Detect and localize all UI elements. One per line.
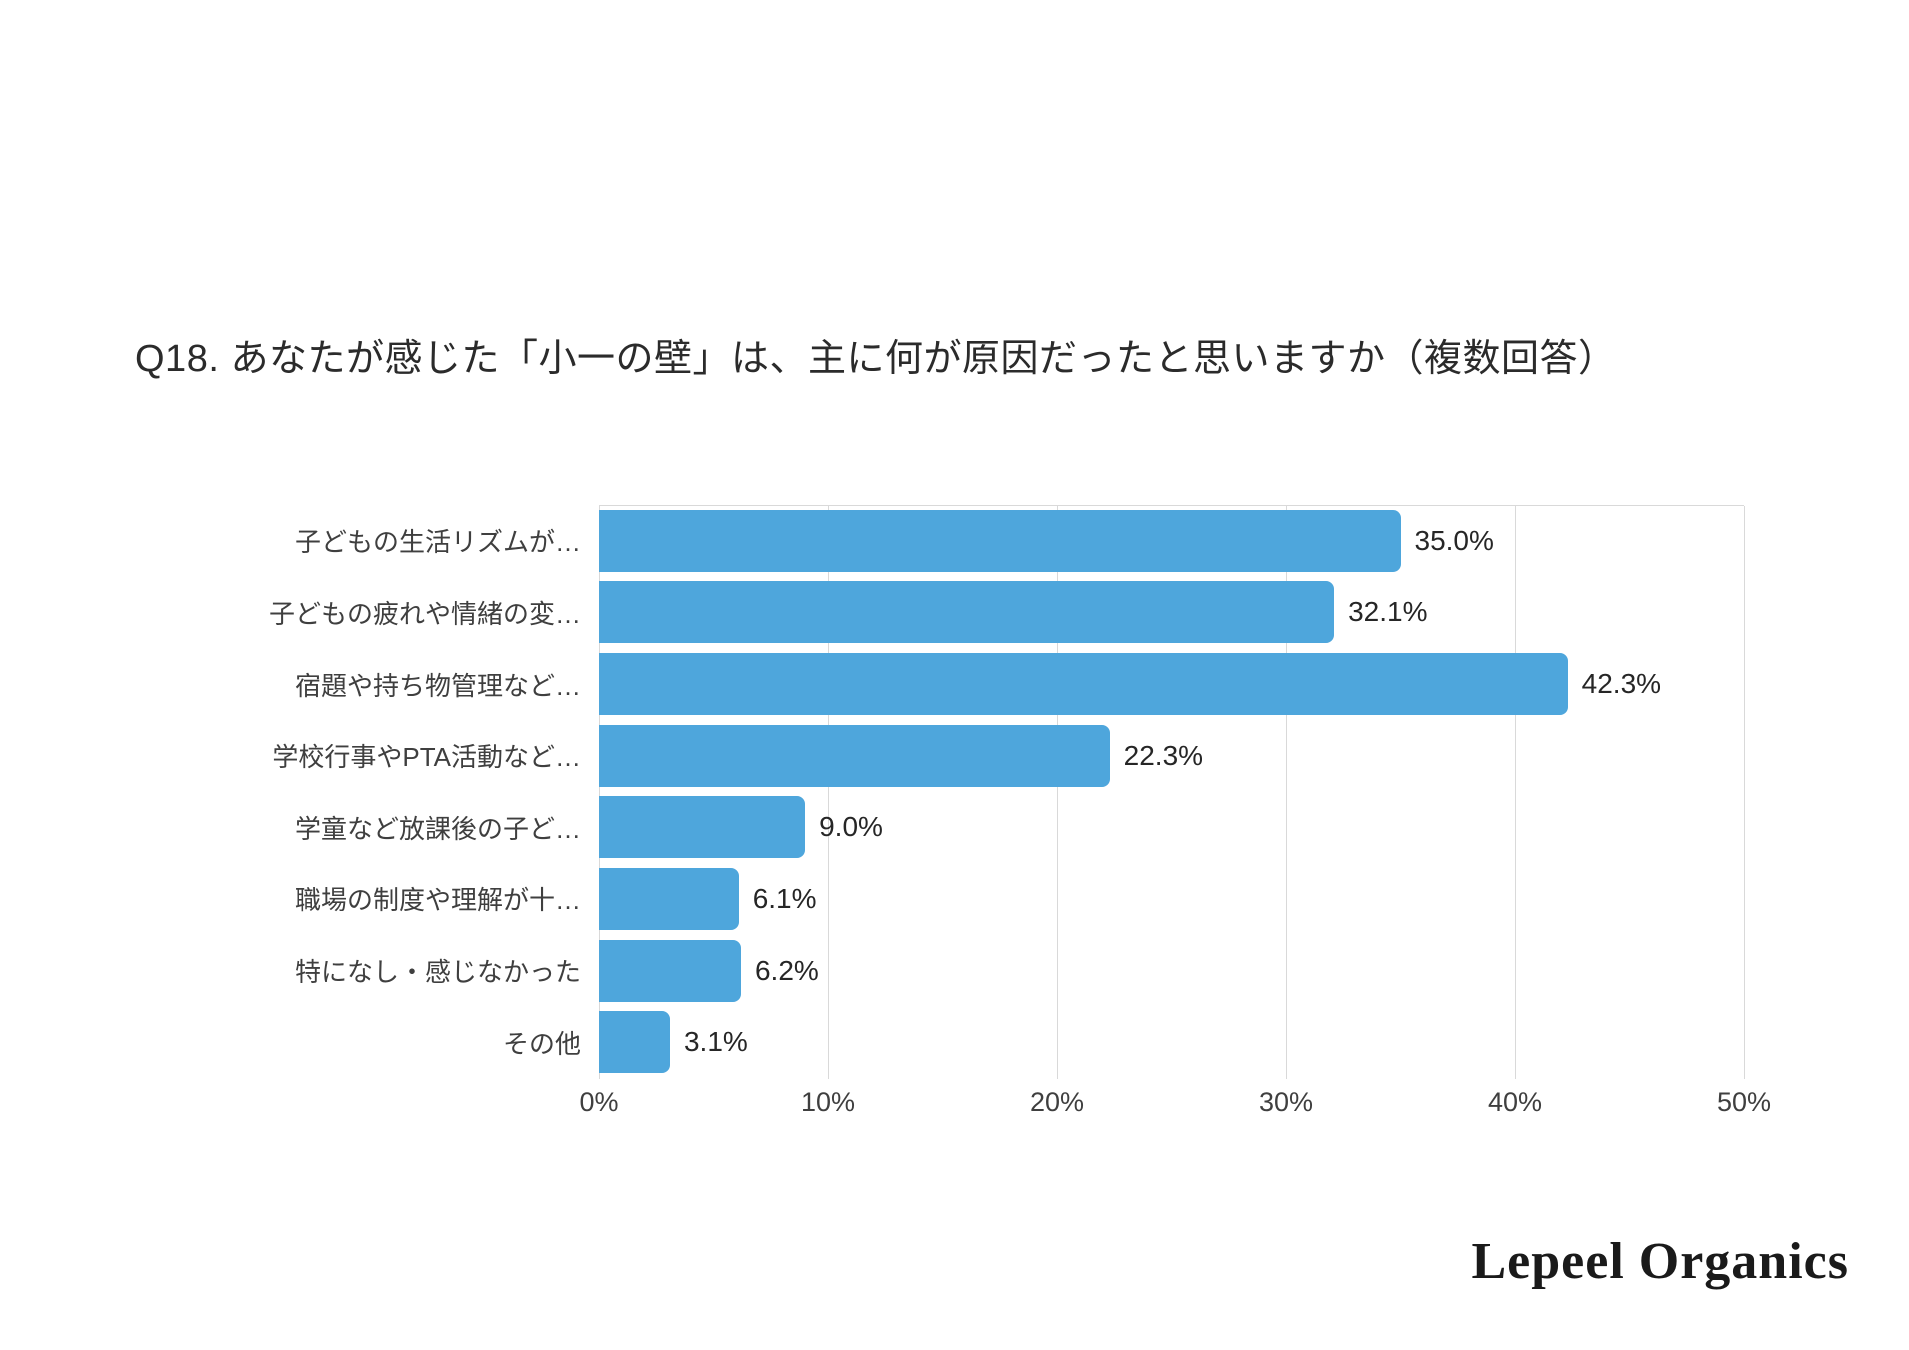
bar-row: 宿題や持ち物管理など… 42.3% <box>135 648 1744 720</box>
gridline-10 <box>828 506 829 1079</box>
bar <box>599 653 1568 716</box>
bar <box>599 581 1335 644</box>
bar <box>599 867 739 930</box>
chart-gridlines <box>599 505 1745 1079</box>
category-label: 学校行事やPTA活動など… <box>272 742 581 773</box>
bar-value-label: 9.0% <box>819 811 883 843</box>
gridline-50 <box>1744 506 1745 1079</box>
bar-row: 特になし・感じなかった 6.2% <box>135 935 1744 1007</box>
chart-rows: 子どもの生活リズムが… 35.0% 子どもの疲れや情緒の変… 32.1% 宿題や持ち物管… <box>135 505 1744 1078</box>
chart-title: Q18. あなたが感じた「小一の壁」は、主に何が原因だったと思いますか（複数回答… <box>135 338 1617 380</box>
bar <box>599 724 1110 787</box>
gridline-30 <box>1286 506 1287 1079</box>
category-label: 子どもの生活リズムが… <box>294 527 581 558</box>
x-tick-label: 0% <box>579 1087 619 1117</box>
bar-value-label: 32.1% <box>1348 596 1428 628</box>
bar-track: 32.1% <box>599 577 1744 649</box>
bar <box>599 939 741 1002</box>
category-label: 子どもの疲れや情緒の変… <box>268 598 581 629</box>
bar-value-label: 6.1% <box>752 882 817 914</box>
bar-track: 9.0% <box>599 792 1744 864</box>
x-tick-label: 20% <box>1029 1087 1085 1117</box>
bar-value-label: 22.3% <box>1123 739 1204 771</box>
x-tick-label: 40% <box>1487 1087 1543 1117</box>
x-axis: 0% 10% 20% 30% 40% 50% <box>579 1087 1771 1127</box>
bar-row: 職場の制度や理解が十… 6.1% <box>135 863 1744 935</box>
category-label: 宿題や持ち物管理など… <box>294 670 581 701</box>
bar-track: 6.2% <box>599 935 1744 1007</box>
category-label: 学童など放課後の子ど… <box>294 813 581 844</box>
bar-track: 42.3% <box>599 648 1744 720</box>
bar-value-label: 42.3% <box>1581 668 1662 700</box>
bar <box>599 796 806 859</box>
gridline-0 <box>599 506 600 1079</box>
x-tick-label: 30% <box>1258 1087 1314 1117</box>
bar-value-label: 6.2% <box>754 954 819 986</box>
bar-chart: 子どもの生活リズムが… 35.0% 子どもの疲れや情緒の変… 32.1% 宿題や持ち物管… <box>135 505 1771 1117</box>
brand-logo-text: Lepeel Organics <box>1471 1233 1849 1290</box>
x-tick-label: 50% <box>1716 1087 1772 1117</box>
gridline-40 <box>1515 506 1516 1079</box>
bar-row: その他 3.1% <box>135 1006 1744 1078</box>
bar-row: 子どもの生活リズムが… 35.0% <box>135 505 1744 577</box>
gridline-20 <box>1057 506 1058 1079</box>
bar-value-label: 35.0% <box>1414 524 1494 556</box>
bar-row: 子どもの疲れや情緒の変… 32.1% <box>135 577 1744 649</box>
bar <box>599 1011 670 1074</box>
category-label: 職場の制度や理解が十… <box>294 885 581 916</box>
bar <box>599 509 1401 572</box>
x-tick-label: 10% <box>800 1087 856 1117</box>
bar-track: 6.1% <box>599 863 1744 935</box>
bar-value-label: 3.1% <box>683 1026 748 1058</box>
bar-track: 3.1% <box>599 1006 1744 1078</box>
bar-row: 学童など放課後の子ど… 9.0% <box>135 792 1744 864</box>
bar-track: 35.0% <box>599 505 1744 577</box>
bar-row: 学校行事やPTA活動など… 22.3% <box>135 720 1744 792</box>
category-label: 特になし・感じなかった <box>294 957 581 988</box>
bar-track: 22.3% <box>599 720 1744 792</box>
category-label: その他 <box>502 1028 581 1059</box>
